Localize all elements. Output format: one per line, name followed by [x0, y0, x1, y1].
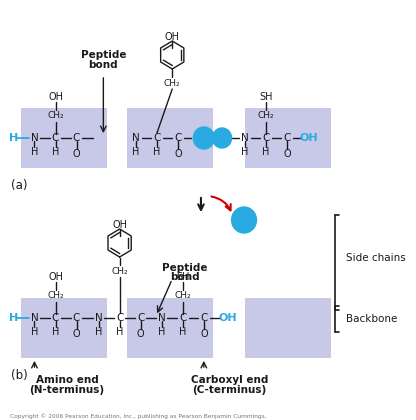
Text: C: C: [200, 313, 208, 323]
Text: N: N: [30, 313, 38, 323]
Text: SH: SH: [259, 92, 273, 102]
Text: Peptide: Peptide: [162, 263, 208, 273]
Text: H: H: [262, 147, 270, 157]
Text: C: C: [262, 133, 270, 143]
Text: Backbone: Backbone: [347, 314, 398, 324]
Text: O: O: [73, 329, 80, 339]
Bar: [127, 108, 213, 168]
Text: H: H: [9, 313, 18, 323]
Text: C: C: [52, 133, 59, 143]
Text: N: N: [241, 133, 249, 143]
Text: O: O: [283, 149, 291, 159]
Text: H: H: [31, 147, 38, 157]
Text: C: C: [52, 313, 59, 323]
Text: N: N: [158, 313, 166, 323]
Bar: [245, 108, 331, 168]
Text: H₂O: H₂O: [234, 215, 254, 225]
Text: H: H: [31, 327, 38, 337]
Text: Carboxyl end: Carboxyl end: [191, 375, 268, 385]
Circle shape: [232, 207, 257, 233]
Text: (a): (a): [12, 178, 28, 192]
Text: H: H: [52, 147, 59, 157]
Text: Peptide: Peptide: [81, 50, 126, 60]
Text: Side chains: Side chains: [347, 253, 406, 263]
Text: (N-terminus): (N-terminus): [30, 385, 104, 395]
Text: C: C: [174, 133, 182, 143]
Text: Amino end: Amino end: [36, 375, 98, 385]
Text: C: C: [116, 313, 123, 323]
Text: C: C: [283, 133, 291, 143]
Text: N: N: [95, 313, 102, 323]
Bar: [21, 298, 107, 358]
Bar: [21, 108, 107, 168]
Text: (b): (b): [12, 368, 28, 381]
Text: C: C: [73, 133, 80, 143]
Text: OH: OH: [165, 32, 180, 42]
Text: H: H: [158, 327, 166, 337]
Text: H: H: [95, 327, 102, 337]
Text: O: O: [174, 149, 182, 159]
Text: O: O: [200, 329, 208, 339]
Text: C: C: [179, 313, 186, 323]
Text: CH₂: CH₂: [258, 111, 274, 121]
Text: OH: OH: [196, 133, 212, 143]
Text: O: O: [137, 329, 144, 339]
Text: O: O: [73, 149, 80, 159]
Text: H: H: [116, 327, 123, 337]
Bar: [245, 298, 331, 358]
Text: C: C: [73, 313, 80, 323]
Text: H: H: [153, 147, 161, 157]
Text: SH: SH: [176, 272, 190, 282]
Text: H: H: [218, 133, 226, 143]
Text: C: C: [153, 133, 161, 143]
Bar: [127, 298, 213, 358]
Text: H: H: [132, 147, 140, 157]
Text: CH₂: CH₂: [164, 79, 181, 87]
Text: bond: bond: [89, 60, 118, 70]
Circle shape: [193, 127, 214, 149]
Text: CH₂: CH₂: [47, 111, 64, 121]
Text: OH: OH: [218, 313, 237, 323]
Text: (C-terminus): (C-terminus): [193, 385, 267, 395]
Text: H: H: [179, 327, 186, 337]
Text: Copyright © 2006 Pearson Education, Inc., publishing as Pearson Benjamin Cumming: Copyright © 2006 Pearson Education, Inc.…: [10, 413, 266, 419]
Text: OH: OH: [112, 220, 127, 230]
Text: N: N: [132, 133, 140, 143]
Text: H: H: [9, 133, 18, 143]
Text: CH₂: CH₂: [174, 291, 191, 300]
Text: OH: OH: [48, 272, 63, 282]
Text: C: C: [137, 313, 144, 323]
Text: CH₂: CH₂: [111, 267, 128, 276]
Text: bond: bond: [170, 272, 200, 282]
Text: N: N: [30, 133, 38, 143]
Text: OH: OH: [48, 92, 63, 102]
Text: H: H: [52, 327, 59, 337]
Circle shape: [213, 128, 232, 148]
Text: OH: OH: [300, 133, 318, 143]
Text: H: H: [241, 147, 249, 157]
Text: CH₂: CH₂: [47, 291, 64, 300]
